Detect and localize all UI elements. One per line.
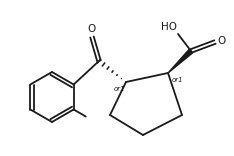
Text: O: O xyxy=(217,36,225,46)
Text: HO: HO xyxy=(161,22,177,32)
Text: or1: or1 xyxy=(172,77,184,83)
Polygon shape xyxy=(168,49,193,73)
Text: O: O xyxy=(87,24,95,34)
Text: or1: or1 xyxy=(113,86,125,92)
